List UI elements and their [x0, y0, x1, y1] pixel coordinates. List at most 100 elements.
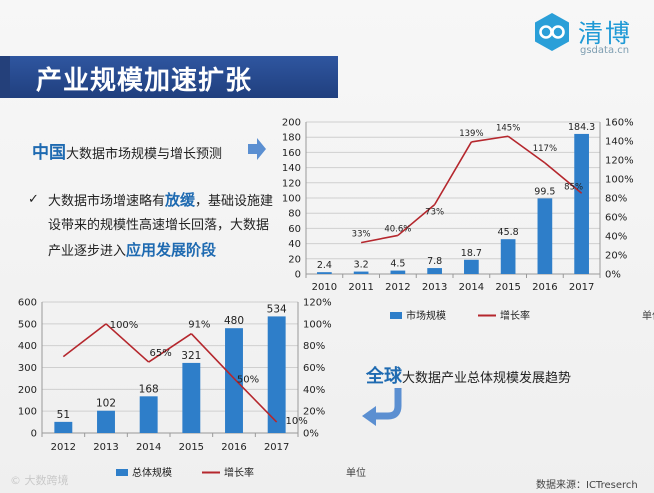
- y2-tick-label: 0%: [605, 270, 621, 281]
- bar-value-label: 99.5: [534, 186, 555, 197]
- growth-rate-label: 33%: [352, 230, 371, 240]
- x-tick-label: 2013: [93, 442, 118, 453]
- china-heading-prefix: 中国: [32, 143, 66, 163]
- x-tick-label: 2014: [459, 282, 484, 293]
- legend-bar-swatch: [390, 312, 402, 319]
- bar-value-label: 2.4: [317, 260, 332, 271]
- y2-tick-label: 20%: [303, 407, 325, 418]
- china-market-chart: 0 20 40 60 80 100 120 140 160 180 200 0% 20% 40% 60% 80…: [282, 118, 654, 323]
- china-heading-text: 大数据市场规模与增长预测: [66, 147, 223, 162]
- curved-arrow-icon: [362, 388, 402, 426]
- y2-tick-label: 100%: [303, 319, 332, 330]
- growth-line-segment: [507, 135, 546, 164]
- global-market-chart: 0 100 200 300 400 500 600 0% 20% 40% 60% 80% 100% 120…: [18, 298, 366, 480]
- growth-line-segment: [544, 162, 583, 194]
- growth-rate-label: 145%: [496, 123, 520, 133]
- bar-value-label: 51: [57, 409, 70, 421]
- bar-value-label: 534: [267, 303, 287, 315]
- growth-line-segment: [190, 333, 235, 379]
- y2-tick-label: 40%: [303, 385, 325, 396]
- bullet-emphasis-2: 应用发展阶段: [126, 241, 217, 259]
- bar-value-label: 480: [224, 315, 244, 327]
- bar-value-label: 102: [96, 398, 116, 410]
- y2-tick-label: 40%: [605, 232, 627, 243]
- bullet-point: ✓ 大数据市场增速略有放缓，基础设施建设带来的规模性高速增长回落，大数据产业逐步…: [28, 188, 278, 264]
- logo-hexagon-icon: [535, 13, 569, 51]
- y-tick-label: 20: [288, 254, 301, 265]
- y-tick-label: 80: [288, 209, 301, 220]
- growth-rate-label: 91%: [188, 320, 210, 331]
- x-tick-label: 2017: [569, 282, 594, 293]
- y-tick-label: 40: [288, 239, 301, 250]
- bullet-text: 大数据市场增速略有放缓，基础设施建设带来的规模性高速增长回落，大数据产业逐步进入…: [28, 188, 278, 264]
- growth-rate-label: 40.6%: [384, 224, 411, 234]
- y2-tick-label: 160%: [605, 118, 634, 129]
- bar-value-label: 168: [139, 383, 159, 395]
- x-tick-label: 2016: [221, 442, 246, 453]
- bar-value-label: 184.3: [568, 122, 595, 133]
- y-tick-label: 100: [282, 194, 301, 205]
- bar: [317, 272, 332, 274]
- y2-tick-label: 140%: [605, 137, 634, 148]
- growth-rate-label: 139%: [459, 129, 483, 139]
- bar: [267, 316, 286, 433]
- x-tick-label: 2017: [264, 442, 289, 453]
- y-tick-label: 300: [18, 363, 37, 374]
- bullet-emphasis-1: 放缓: [165, 191, 196, 209]
- page-title: 产业规模加速扩张: [36, 66, 253, 96]
- logo-name: 清博: [578, 19, 633, 48]
- bar-value-label: 321: [181, 350, 201, 362]
- bar: [427, 268, 442, 274]
- x-tick-label: 2012: [51, 442, 76, 453]
- bar: [97, 410, 115, 433]
- y2-tick-label: 0%: [303, 429, 319, 440]
- global-chart-heading: 全球大数据产业总体规模发展趋势: [366, 362, 571, 388]
- legend-line-label: 增长率: [500, 309, 530, 322]
- growth-rate-label: 10%: [286, 416, 308, 427]
- x-tick-label: 2015: [495, 282, 520, 293]
- y2-tick-label: 120%: [605, 156, 634, 167]
- legend-unit-label: 单位：亿美元: [346, 466, 366, 479]
- bar: [390, 270, 406, 274]
- y-tick-label: 140: [282, 163, 301, 174]
- bullet-part1: 大数据市场增速略有: [48, 194, 166, 209]
- bullet-part2: ，基础设施建设带来的规模性高速增长回落，大数据产业逐步进入: [48, 194, 274, 259]
- bar-value-label: 4.5: [390, 259, 405, 270]
- growth-line-segment: [360, 234, 399, 244]
- bar: [225, 328, 243, 433]
- title-bar: 产业规模加速扩张: [0, 56, 338, 98]
- legend-bar-label: 总体规模: [132, 466, 172, 479]
- y-tick-label: 100: [18, 407, 37, 418]
- bar: [500, 239, 516, 274]
- growth-rate-label: 100%: [110, 320, 139, 331]
- bar: [537, 198, 553, 274]
- watermark: © 大数跨境: [10, 474, 69, 487]
- legend-line-label: 增长率: [224, 466, 254, 479]
- x-tick-label: 2015: [179, 442, 204, 453]
- y2-tick-label: 60%: [605, 213, 627, 224]
- y-tick-label: 120: [282, 178, 301, 189]
- y2-tick-label: 80%: [303, 341, 325, 352]
- logo: 清博 gsdata.cn: [532, 8, 652, 60]
- y2-tick-label: 20%: [605, 251, 627, 262]
- growth-line-segment: [433, 141, 473, 206]
- growth-rate-label: 85%: [564, 182, 583, 192]
- x-tick-label: 2010: [312, 282, 337, 293]
- bar: [139, 396, 158, 433]
- growth-line-segment: [148, 332, 192, 363]
- y-tick-label: 600: [18, 298, 37, 309]
- bar: [182, 362, 201, 433]
- y2-tick-label: 60%: [303, 363, 325, 374]
- y-tick-label: 500: [18, 319, 37, 330]
- bar: [54, 421, 73, 433]
- y-tick-label: 0: [31, 429, 37, 440]
- legend-unit-label: 单位：亿人民币: [642, 309, 654, 322]
- growth-rate-label: 117%: [533, 144, 557, 154]
- growth-line-segment: [105, 323, 150, 363]
- growth-rate-label: 65%: [150, 348, 172, 359]
- y-tick-label: 0: [295, 270, 301, 281]
- growth-line-segment: [471, 135, 509, 143]
- growth-rate-label: 73%: [425, 208, 444, 218]
- bar-value-label: 45.8: [498, 227, 519, 238]
